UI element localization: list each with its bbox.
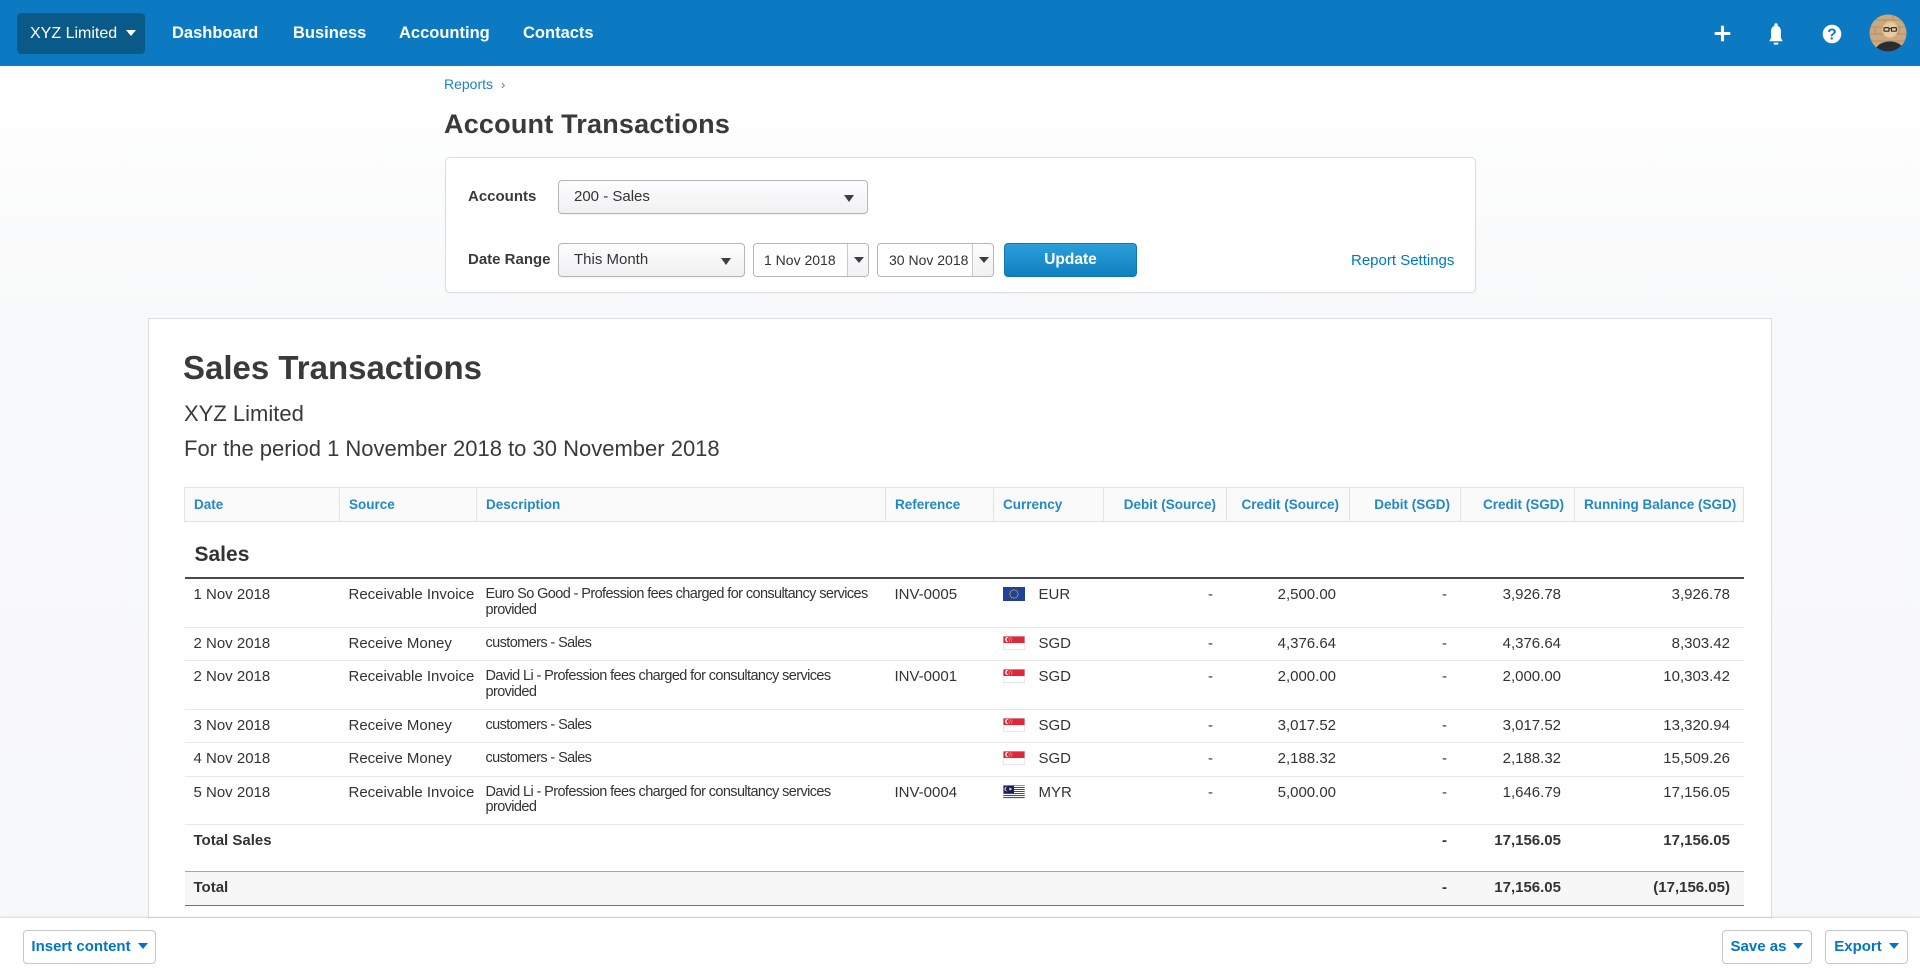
svg-text:?: ? bbox=[1827, 26, 1836, 43]
